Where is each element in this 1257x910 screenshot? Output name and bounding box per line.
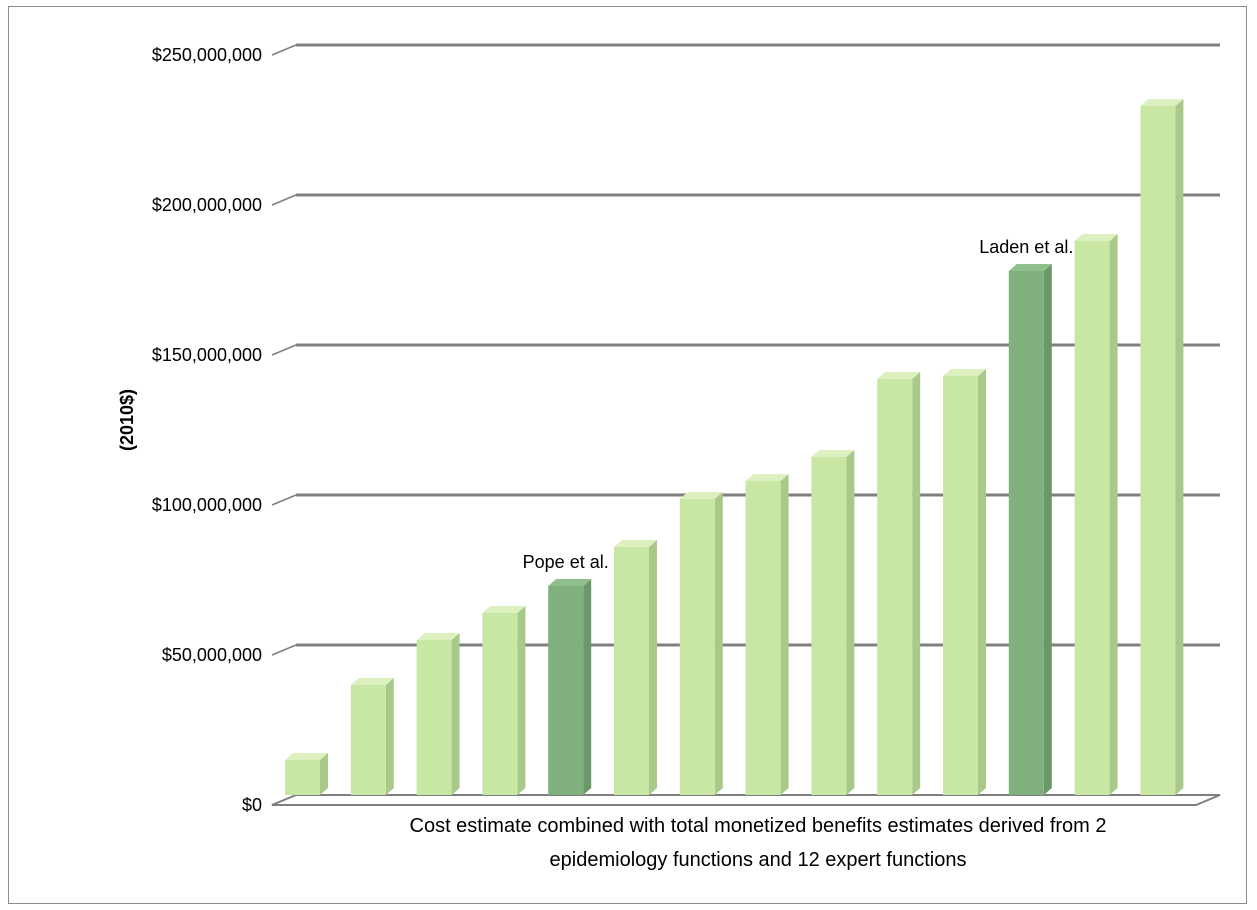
gridline-diagonal: [271, 344, 297, 356]
bar-front: [811, 457, 847, 795]
bar-top: [416, 633, 460, 640]
bar-6: [614, 540, 657, 795]
y-tick-label: $100,000,000: [152, 495, 262, 515]
bar-10: [877, 372, 921, 795]
bar-side: [1043, 264, 1052, 795]
bar-top: [745, 474, 789, 481]
bar-front: [416, 640, 452, 795]
bar-2: [350, 678, 394, 795]
bar-top: [614, 540, 657, 547]
bar-front: [1074, 241, 1110, 795]
bar-side: [714, 492, 723, 795]
bar-side: [1175, 99, 1184, 795]
bar-side: [649, 540, 657, 795]
bar-top: [285, 753, 328, 760]
bar-front: [943, 376, 978, 795]
bar-front: [1008, 271, 1044, 795]
x-axis-title-line-2: epidemiology functions and 12 expert fun…: [550, 849, 967, 871]
bar-side: [385, 678, 394, 795]
bar-13: [1074, 234, 1118, 795]
bar-side: [1109, 234, 1118, 795]
bar-side: [583, 579, 592, 795]
y-tick-label: $0: [242, 795, 262, 815]
bar-11: [943, 369, 986, 795]
bar-top: [811, 450, 855, 457]
annotation-label: Pope et al.: [523, 552, 609, 572]
annotations: Pope et al. Laden et al.: [523, 237, 1074, 572]
bar-side: [320, 753, 328, 795]
bar-side: [912, 372, 921, 795]
bar-top: [943, 369, 986, 376]
bar-7: [679, 492, 723, 795]
y-axis-title: (2010$): [117, 389, 137, 451]
bar-front: [745, 481, 781, 795]
bar-8: [745, 474, 789, 795]
bar-4: [482, 606, 526, 795]
bar-side: [846, 450, 855, 795]
annotation-label: Laden et al.: [979, 237, 1073, 257]
bar-top: [1008, 264, 1052, 271]
bar-12: [1008, 264, 1052, 795]
y-tick-label: $150,000,000: [152, 345, 262, 365]
y-tick-label: $250,000,000: [152, 45, 262, 65]
bar-front: [285, 760, 320, 795]
bar-side: [451, 633, 460, 795]
gridline-diagonal: [271, 44, 297, 56]
bar-9: [811, 450, 855, 795]
bar-front: [614, 547, 649, 795]
bar-top: [1140, 99, 1184, 106]
bar-top: [482, 606, 526, 613]
bar-3: [416, 633, 460, 795]
bar-top: [548, 579, 592, 586]
bar-top: [679, 492, 723, 499]
bar-5: [548, 579, 592, 795]
chart-floor: [271, 794, 1221, 806]
bar-1: [285, 753, 328, 795]
bar-top: [877, 372, 921, 379]
gridline-diagonal: [271, 644, 297, 656]
gridlines: [271, 43, 1221, 806]
bar-side: [517, 606, 526, 795]
bar-front: [679, 499, 715, 795]
bar-front: [548, 586, 584, 795]
bars: [285, 99, 1184, 795]
bar-front: [482, 613, 518, 795]
bar-side: [978, 369, 986, 795]
bar-top: [1074, 234, 1118, 241]
gridline-diagonal: [271, 494, 297, 506]
y-tick-label: $200,000,000: [152, 195, 262, 215]
x-axis-title-line-1: Cost estimate combined with total moneti…: [410, 815, 1107, 837]
bar-top: [350, 678, 394, 685]
y-tick-label: $50,000,000: [162, 645, 262, 665]
bar-front: [877, 379, 913, 795]
gridline-diagonal: [271, 194, 297, 206]
bar-14: [1140, 99, 1184, 795]
bar-side: [780, 474, 789, 795]
bar-front: [350, 685, 386, 795]
y-axis-ticks: $0 $50,000,000 $100,000,000 $150,000,000 $20…: [152, 45, 262, 815]
bar-front: [1140, 106, 1176, 795]
